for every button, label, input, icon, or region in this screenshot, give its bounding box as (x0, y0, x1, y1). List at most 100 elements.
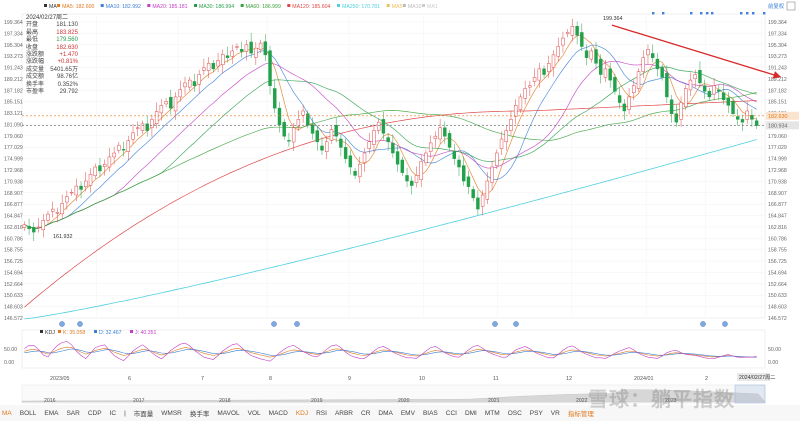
price-tick-left: 177.029 (4, 145, 23, 151)
legend-entry: MA20: 185.181 (152, 4, 187, 10)
indicator-cr[interactable]: CR (361, 409, 371, 417)
candle-body (258, 42, 263, 50)
price-tick-right: 156.725 (768, 259, 787, 265)
news-marker[interactable] (706, 12, 709, 15)
event-marker[interactable] (513, 321, 519, 327)
candle-body (239, 49, 244, 52)
news-marker[interactable] (652, 12, 655, 15)
indicator-sar[interactable]: SAR (66, 409, 80, 417)
candle-body (306, 113, 310, 126)
candle-body (660, 67, 664, 78)
indicator-cdp[interactable]: CDP (87, 409, 102, 417)
event-marker[interactable] (722, 321, 728, 327)
overview-strip[interactable]: 2016 2017 2018 2019 2020 2021 2022 2023 (21, 384, 766, 404)
candle-body (650, 53, 655, 58)
news-marker[interactable] (700, 12, 703, 15)
news-marker[interactable] (740, 12, 743, 15)
news-marker[interactable] (711, 12, 714, 15)
price-tick-left: 168.907 (4, 191, 23, 197)
kdj-panel: KDJ K: 35.058 D: 32.467 J: 40.351 50.00 0.00 5… (4, 329, 781, 369)
candle-body (646, 49, 650, 56)
indicator-rsi[interactable]: RSI (316, 409, 327, 417)
event-marker[interactable] (59, 321, 65, 327)
indicator-vol[interactable]: VOL (247, 409, 261, 417)
candle-body (88, 174, 93, 186)
adjust-mode-label: 前复权 (768, 2, 785, 10)
news-marker[interactable] (763, 12, 766, 15)
candle-body (400, 159, 405, 173)
indicator-turnover[interactable]: 换手率 (189, 411, 210, 418)
price-level-label: 180.934 (768, 123, 788, 129)
indicator-macd[interactable]: MACD (268, 409, 288, 417)
indicator-manage[interactable]: 指标管理 (567, 411, 594, 418)
candle-body (594, 49, 598, 64)
legend-entry: MA5: 182.600 (62, 4, 94, 10)
indicator-ma[interactable]: MA (2, 409, 12, 417)
candle-body (178, 89, 182, 98)
event-marker[interactable] (294, 321, 300, 327)
candle-body (102, 163, 107, 167)
candle-body (334, 124, 338, 137)
indicator-osc[interactable]: OSC (507, 409, 522, 417)
candle-body (291, 127, 296, 143)
indicator-kdj[interactable]: KDJ (295, 409, 309, 417)
candle-body (419, 161, 423, 180)
indicator-ic[interactable]: IC (109, 409, 117, 417)
legend-swatch (287, 4, 291, 7)
event-marker[interactable] (271, 321, 277, 327)
candle-body (684, 88, 688, 107)
event-marker[interactable] (77, 321, 83, 327)
news-marker[interactable] (690, 12, 693, 15)
candle-body (98, 165, 102, 172)
kdj-legend-entry: J: 40.351 (135, 330, 156, 336)
x-tick-label: 2024/01 (634, 376, 654, 382)
legend-entry: MA250: 170.781 (342, 4, 380, 10)
candle-body (372, 130, 376, 145)
indicator-ema[interactable]: EMA (44, 409, 59, 417)
ma-legend: MA MA5: 182.600 MA10: 182.992 MA20: 185.181… (44, 4, 438, 10)
overview-year-label: 2021 (488, 398, 500, 404)
candle-body (65, 196, 69, 203)
indicator-emv[interactable]: EMV (400, 409, 415, 417)
event-marker[interactable] (492, 321, 498, 327)
candle-body (69, 191, 74, 194)
candle-body (485, 180, 490, 200)
x-tick-label: 2 (705, 376, 708, 382)
news-marker[interactable] (662, 12, 665, 15)
news-marker[interactable] (752, 12, 755, 15)
indicator-psy[interactable]: PSY (529, 409, 543, 417)
candle-body (405, 175, 409, 182)
event-marker[interactable] (700, 321, 706, 327)
candle-body (367, 141, 371, 150)
candle-body (136, 127, 140, 129)
candle-body (499, 138, 504, 150)
candle-body (754, 120, 759, 126)
news-marker[interactable] (746, 12, 749, 15)
indicator-vr[interactable]: VR (550, 409, 560, 417)
indicator-mavol[interactable]: MAVOL (217, 409, 240, 417)
candle-body (523, 88, 527, 99)
event-markers[interactable] (59, 12, 766, 327)
top-right-toolbar[interactable] (786, 1, 796, 11)
candle-body (206, 63, 211, 71)
x-tick-label: 12 (566, 376, 572, 382)
indicator-dma[interactable]: DMA (378, 409, 393, 417)
indicator-volume[interactable]: 市面量 (133, 411, 154, 418)
candle-body (216, 60, 220, 67)
indicator-wmsr[interactable]: WMSR (161, 409, 182, 417)
fullscreen-button[interactable] (786, 1, 796, 11)
kdj-panel-border (21, 329, 766, 369)
indicator-dmi[interactable]: DMI (464, 409, 477, 417)
indicator-cci[interactable]: CCI (445, 409, 457, 417)
candle-body (537, 68, 542, 81)
indicator-arbr[interactable]: ARBR (334, 409, 353, 417)
indicator-mtm[interactable]: MTM (484, 409, 500, 417)
candle-body (273, 88, 277, 109)
candle-body (79, 185, 83, 190)
x-tick-label: 2024/02/27周二 (739, 374, 775, 381)
candle-body (325, 141, 329, 152)
overview-year-label: 2023 (665, 398, 677, 404)
candle-body (414, 175, 419, 183)
indicator-boll[interactable]: BOLL (19, 409, 37, 417)
indicator-bias[interactable]: BIAS (422, 409, 438, 417)
